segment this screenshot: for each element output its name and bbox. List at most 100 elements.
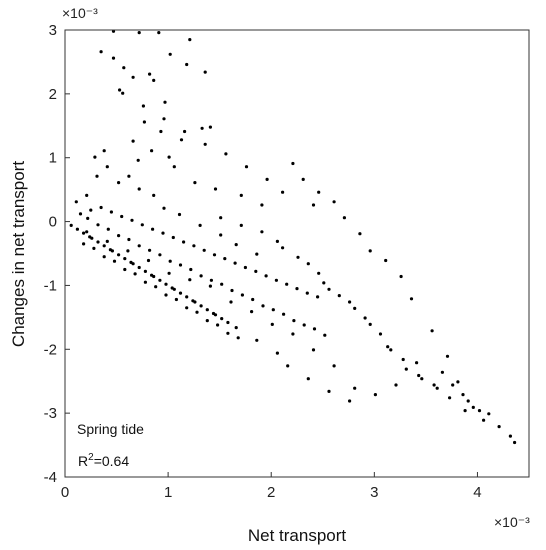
scatter-point — [302, 323, 306, 327]
scatter-point — [143, 269, 147, 273]
scatter-point — [466, 399, 470, 403]
scatter-point — [74, 200, 78, 204]
scatter-point — [150, 273, 154, 277]
scatter-point — [463, 409, 467, 413]
scatter-point — [102, 244, 106, 248]
scatter-point — [394, 383, 398, 387]
scatter-point — [497, 425, 501, 429]
scatter-point — [311, 348, 316, 352]
scatter-point — [120, 214, 124, 219]
scatter-point — [205, 308, 209, 312]
scatter-point — [82, 242, 86, 246]
scatter-point — [401, 357, 405, 362]
scatter-point — [212, 253, 217, 257]
scatter-point — [170, 286, 174, 290]
x-tick-label: 2 — [267, 484, 275, 501]
scatter-point — [85, 193, 89, 197]
scatter-point — [157, 30, 161, 35]
scatter-point — [471, 405, 475, 409]
scatter-point — [162, 117, 166, 121]
scatter-point — [93, 155, 97, 159]
y-tick-label: 1 — [49, 150, 57, 167]
scatter-point — [126, 249, 130, 253]
scatter-point — [296, 255, 300, 259]
scatter-point — [193, 181, 197, 185]
scatter-point — [404, 367, 408, 371]
scatter-point — [137, 244, 141, 248]
scatter-point — [286, 364, 290, 368]
scatter-point — [154, 285, 158, 289]
scatter-point — [322, 281, 326, 285]
scatter-point — [261, 304, 265, 308]
scatter-point — [129, 260, 133, 264]
scatter-point — [89, 208, 93, 212]
scatter-point — [96, 240, 100, 244]
scatter-point — [368, 322, 372, 326]
scatter-point — [236, 336, 240, 340]
scatter-point — [127, 237, 131, 242]
scatter-point — [291, 161, 295, 166]
scatter-point — [216, 323, 220, 327]
condition-label: Spring tide — [77, 421, 144, 437]
scatter-point — [282, 312, 286, 316]
data-points — [69, 29, 517, 445]
scatter-point — [306, 262, 310, 266]
scatter-point — [95, 174, 99, 178]
scatter-point — [430, 329, 434, 333]
scatter-point — [131, 139, 135, 143]
scatter-point — [353, 306, 357, 310]
scatter-point — [200, 126, 204, 130]
scatter-point — [219, 233, 223, 237]
y-axis-ticks: 3 2 1 0 -1 -2 -3 -4 — [44, 22, 70, 486]
scatter-point — [78, 212, 83, 216]
scatter-point — [159, 129, 163, 134]
scatter-point — [420, 377, 424, 381]
scatter-point — [168, 259, 172, 263]
scatter-point — [244, 165, 249, 169]
scatter-point — [199, 274, 203, 278]
scatter-point — [183, 129, 187, 134]
scatter-point — [448, 396, 452, 400]
scatter-point — [316, 295, 320, 299]
scatter-point — [317, 271, 321, 275]
scatter-point — [432, 383, 436, 387]
scatter-point — [148, 72, 152, 76]
scatter-point — [142, 120, 146, 124]
x-tick-label: 0 — [61, 484, 69, 501]
scatter-point — [136, 158, 140, 162]
y-tick-label: -1 — [44, 277, 57, 294]
scatter-point — [123, 267, 127, 272]
scatter-point — [445, 354, 450, 358]
scatter-point — [487, 412, 491, 416]
y-tick-label: -2 — [44, 341, 57, 358]
scatter-point — [150, 149, 154, 153]
scatter-point — [167, 271, 171, 275]
scatter-point — [158, 278, 162, 282]
scatter-point — [108, 248, 112, 252]
scatter-point — [461, 393, 465, 397]
scatter-point — [185, 295, 189, 299]
scatter-point — [146, 258, 151, 263]
scatter-point — [239, 193, 243, 197]
scatter-point — [220, 282, 224, 286]
scatter-point — [281, 190, 285, 194]
y-tick-label: 2 — [49, 86, 57, 103]
scatter-point — [358, 232, 362, 236]
scatter-point — [174, 297, 178, 302]
scatter-point — [332, 200, 336, 204]
scatter-point — [295, 287, 299, 291]
scatter-point — [69, 223, 73, 227]
scatter-point — [178, 291, 183, 295]
x-tick-label: 3 — [370, 484, 378, 501]
scatter-point — [168, 52, 172, 56]
scatter-point — [164, 293, 168, 297]
scatter-point — [250, 310, 254, 314]
scatter-point — [198, 223, 202, 227]
scatter-point — [164, 282, 168, 286]
scatter-point — [275, 239, 279, 243]
scatter-point — [171, 235, 175, 240]
scatter-point — [122, 66, 126, 70]
scatter-point — [254, 269, 258, 273]
scatter-point — [102, 255, 106, 259]
scatter-point — [348, 300, 352, 304]
